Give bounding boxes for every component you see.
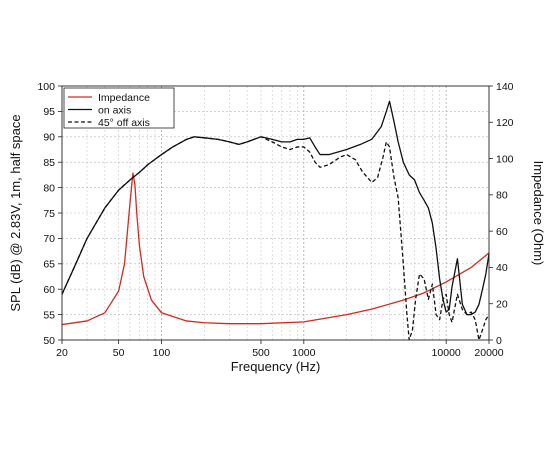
y-tick-label: 100 [37, 81, 55, 93]
y-tick-label: 70 [43, 233, 55, 245]
series-line-impedance [62, 172, 489, 326]
y-tick-label: 80 [43, 182, 55, 194]
y-tick-label: 65 [43, 259, 55, 271]
y2-tick-label: 20 [496, 299, 508, 311]
y2-tick-label: 100 [496, 153, 514, 165]
y2-tick-label: 80 [496, 190, 508, 202]
y2-tick-label: 140 [496, 81, 514, 93]
x-tick-label: 1000 [292, 347, 316, 359]
x-tick-label: 500 [252, 347, 270, 359]
y2-axis-title: Impedance (Ohm) [531, 161, 546, 266]
y-tick-label: 50 [43, 335, 55, 347]
legend: Impedance on axis 45° off axis [63, 87, 175, 129]
y-axis-title: SPL (dB) @ 2.83V, 1m, half space [8, 114, 23, 311]
y-tick-label: 75 [43, 208, 55, 220]
series-line-45-off-axis [62, 136, 489, 340]
x-tick-label: 100 [153, 347, 171, 359]
series-line-on-axis [62, 100, 489, 316]
legend-label-off-axis: 45° off axis [98, 117, 150, 129]
axis-ticks: 20 50 100 500 1000 10000 200005055606570758085… [37, 81, 513, 359]
y2-tick-label: 40 [496, 262, 508, 274]
y-tick-label: 60 [43, 284, 55, 296]
y2-tick-label: 120 [496, 117, 514, 129]
y2-tick-label: 0 [496, 335, 502, 347]
legend-box [63, 87, 175, 129]
x-axis-title: Frequency (Hz) [231, 359, 321, 374]
y2-tick-label: 60 [496, 226, 508, 238]
y-tick-label: 95 [43, 106, 55, 118]
legend-label-impedance: Impedance [98, 92, 150, 104]
series-lines [62, 100, 489, 340]
x-tick-label: 20 [56, 347, 68, 359]
y-tick-label: 90 [43, 132, 55, 144]
y-tick-label: 85 [43, 157, 55, 169]
x-tick-label: 20000 [474, 347, 503, 359]
legend-label-on-axis: on axis [98, 104, 131, 116]
x-tick-label: 10000 [432, 347, 461, 359]
y-tick-label: 55 [43, 309, 55, 321]
grid [62, 86, 489, 340]
x-tick-label: 50 [113, 347, 125, 359]
